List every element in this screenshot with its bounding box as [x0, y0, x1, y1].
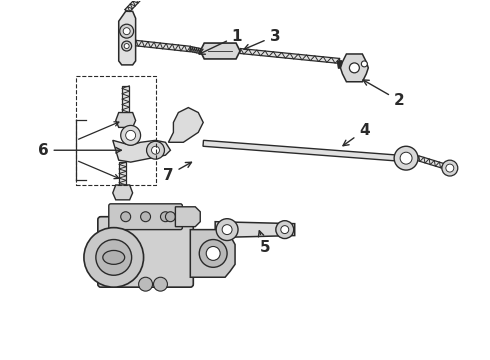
Polygon shape [169, 108, 203, 142]
Ellipse shape [103, 251, 124, 264]
Circle shape [121, 125, 141, 145]
Circle shape [281, 226, 289, 234]
FancyBboxPatch shape [109, 204, 182, 230]
Polygon shape [119, 11, 136, 65]
Text: 6: 6 [38, 143, 122, 158]
Circle shape [361, 61, 368, 67]
Bar [76, 76, 155, 185]
Polygon shape [175, 207, 200, 227]
Polygon shape [190, 230, 235, 277]
Polygon shape [135, 40, 191, 52]
Circle shape [166, 212, 175, 222]
Polygon shape [116, 113, 136, 127]
Circle shape [96, 239, 132, 275]
Circle shape [122, 41, 132, 51]
Text: 7: 7 [163, 162, 192, 183]
Circle shape [147, 141, 165, 159]
Polygon shape [119, 162, 126, 185]
Polygon shape [200, 43, 240, 59]
Circle shape [84, 228, 144, 287]
Circle shape [199, 239, 227, 267]
Circle shape [446, 164, 454, 172]
Polygon shape [417, 156, 444, 168]
Circle shape [394, 146, 418, 170]
Text: 4: 4 [343, 123, 369, 146]
Circle shape [125, 130, 136, 140]
Polygon shape [341, 54, 368, 82]
Polygon shape [203, 140, 399, 161]
Circle shape [139, 277, 152, 291]
Circle shape [124, 44, 129, 49]
Polygon shape [113, 140, 171, 162]
Circle shape [442, 160, 458, 176]
Polygon shape [125, 0, 147, 13]
Circle shape [216, 219, 238, 240]
Circle shape [121, 212, 131, 222]
Polygon shape [122, 86, 129, 113]
Circle shape [276, 221, 294, 239]
Polygon shape [338, 60, 343, 68]
Polygon shape [215, 222, 294, 238]
FancyBboxPatch shape [98, 217, 193, 287]
Polygon shape [113, 185, 133, 200]
Circle shape [161, 212, 171, 222]
Circle shape [222, 225, 232, 235]
Circle shape [123, 28, 130, 35]
Text: 5: 5 [258, 231, 270, 255]
Polygon shape [240, 49, 340, 63]
Circle shape [349, 63, 359, 73]
Circle shape [206, 247, 220, 260]
Text: 1: 1 [199, 28, 242, 54]
Circle shape [151, 146, 159, 154]
Circle shape [153, 277, 168, 291]
Polygon shape [190, 46, 201, 53]
Circle shape [400, 152, 412, 164]
Circle shape [120, 24, 134, 38]
Circle shape [141, 212, 150, 222]
Text: 3: 3 [244, 28, 280, 50]
Text: 2: 2 [363, 80, 405, 108]
